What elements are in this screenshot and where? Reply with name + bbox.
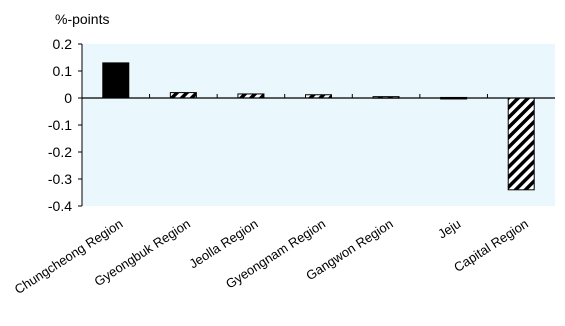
plot-area	[82, 44, 555, 206]
category-label: Jeju	[435, 216, 463, 242]
y-tick-label: 0	[64, 90, 72, 106]
y-tick-label: -0.3	[48, 171, 72, 187]
y-tick-label: -0.2	[48, 144, 72, 160]
bar	[237, 93, 265, 99]
y-tick-label: -0.1	[48, 117, 72, 133]
bar	[102, 62, 130, 99]
y-tick-label: -0.4	[48, 198, 72, 214]
x-axis-ticks	[149, 94, 488, 98]
category-label: Chungcheong Region	[12, 216, 126, 297]
y-tick-label: 0.2	[53, 36, 73, 52]
bar	[507, 97, 535, 191]
y-axis-unit-label: %-points	[55, 11, 109, 27]
y-tick-label: 0.1	[53, 63, 73, 79]
category-label: Capital Region	[451, 216, 531, 275]
bar	[169, 92, 197, 99]
y-axis-ticks: 0.2 0.1 0 -0.1 -0.2 -0.3 -0.4	[48, 36, 82, 214]
